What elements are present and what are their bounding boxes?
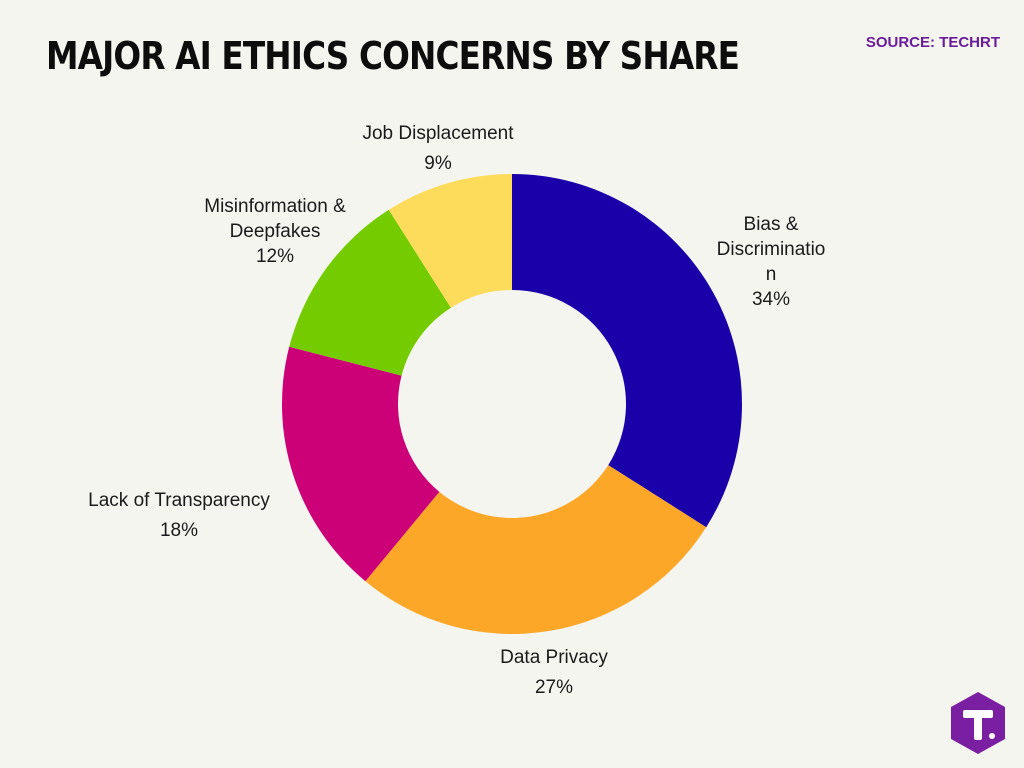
source-label: SOURCE: TECHRT <box>865 34 1000 51</box>
donut-slices <box>282 174 742 634</box>
slice-value-label: 27% <box>535 677 573 698</box>
slice-name-label: Job Displacement <box>362 123 514 144</box>
slice-label: Job Displacement 9% <box>362 123 514 174</box>
donut-slice <box>388 174 512 308</box>
donut-slice <box>365 465 707 634</box>
donut-slice <box>512 174 742 528</box>
slice-label: Data Privacy 27% <box>500 647 608 698</box>
donut-slice <box>289 209 451 376</box>
slice-name-label: Lack of Transparency <box>88 490 270 511</box>
slice-name-label: n <box>766 264 777 285</box>
slice-label: Lack of Transparency 18% <box>88 490 270 541</box>
donut-slice <box>282 346 440 582</box>
techrt-logo-icon <box>951 692 1005 754</box>
slice-value-label: 9% <box>424 153 452 174</box>
slice-name-label: Data Privacy <box>500 647 608 668</box>
slice-value-label: 34% <box>752 289 790 310</box>
slice-name-label: Discriminatio <box>717 239 826 260</box>
slice-label: Bias & Discriminatio n 34% <box>717 214 826 310</box>
slice-value-label: 18% <box>160 520 198 541</box>
slice-name-label: Deepfakes <box>230 221 321 242</box>
slice-name-label: Misinformation & <box>204 196 346 217</box>
slice-label: Misinformation & Deepfakes 12% <box>204 196 346 267</box>
page-title: MAJOR AI ETHICS CONCERNS BY SHARE <box>46 34 740 78</box>
slice-name-label: Bias & <box>744 214 799 235</box>
slice-labels: Bias & Discriminatio n 34% Data Privacy 27% La… <box>88 123 825 698</box>
slice-value-label: 12% <box>256 246 294 267</box>
